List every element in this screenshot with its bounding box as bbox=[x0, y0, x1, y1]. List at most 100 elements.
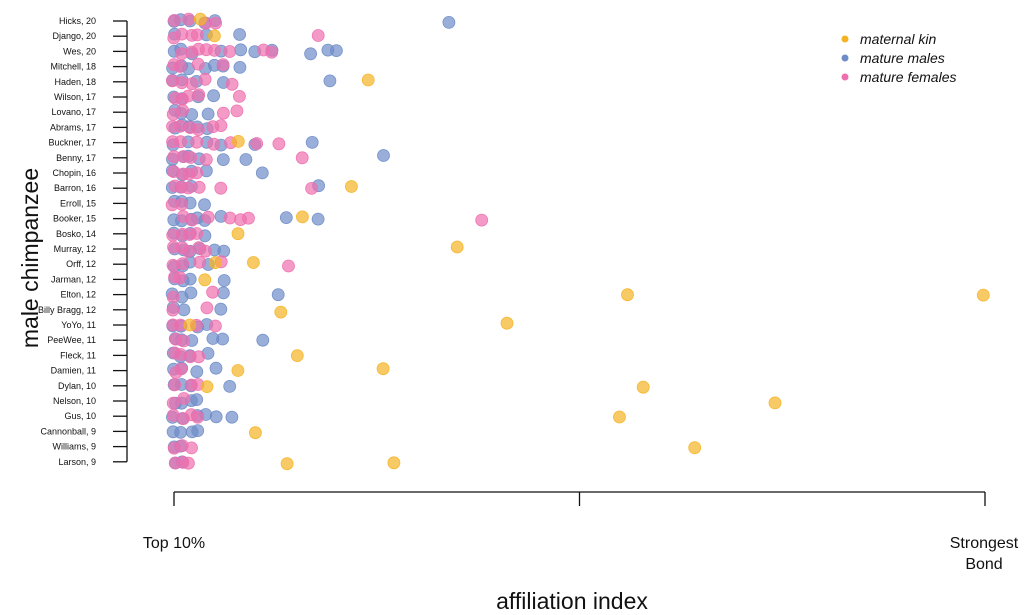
mature-female-point bbox=[174, 362, 188, 376]
mature-male-point bbox=[216, 332, 230, 346]
legend-label: mature males bbox=[860, 50, 945, 66]
y-axis: Hicks, 20 Django, 20 Wes, 20 Mitchell, 18 Ha… bbox=[38, 16, 128, 467]
x-axis: Top 10% Strongest Bond bbox=[143, 491, 1019, 573]
mature-female-point bbox=[198, 72, 212, 86]
mature-male-point bbox=[191, 424, 205, 438]
mature-female-point bbox=[214, 119, 228, 132]
mature-female-point bbox=[272, 137, 286, 151]
y-tick-label: Chopin, 16 bbox=[52, 168, 96, 178]
maternal-kin-point bbox=[274, 305, 288, 319]
x-tick-label: Strongest Bond bbox=[950, 535, 1019, 573]
mature-male-point bbox=[207, 89, 221, 103]
mature-male-point bbox=[329, 44, 343, 57]
mature-male-point bbox=[214, 302, 228, 316]
mature-female-point bbox=[191, 410, 205, 424]
mature-male-point bbox=[255, 166, 269, 180]
mature-female-point bbox=[230, 104, 244, 118]
mature-female-point bbox=[232, 90, 246, 103]
mature-male-point bbox=[217, 274, 231, 287]
y-tick-label: Bosko, 14 bbox=[56, 229, 96, 239]
mature-female-point bbox=[177, 334, 191, 348]
mature-female-point bbox=[185, 77, 199, 91]
maternal-kin-point bbox=[208, 256, 222, 270]
mature-female-point bbox=[192, 180, 206, 194]
y-tick-label: Cannonball, 9 bbox=[40, 426, 96, 436]
mature-female-point bbox=[191, 123, 205, 137]
y-tick-label: Django, 20 bbox=[52, 31, 96, 41]
maternal-kin-point bbox=[361, 73, 375, 87]
y-tick-label: Billy Bragg, 12 bbox=[38, 305, 96, 315]
x-tick-label: Top 10% bbox=[143, 535, 205, 552]
mature-female-point bbox=[265, 45, 279, 59]
maternal-kin-point bbox=[976, 288, 990, 302]
maternal-kin-point bbox=[183, 318, 197, 332]
mature-male-point bbox=[279, 211, 293, 225]
mature-male-point bbox=[233, 28, 247, 41]
mature-female-point bbox=[250, 137, 264, 150]
mature-female-point bbox=[168, 378, 182, 392]
mature-male-point bbox=[323, 74, 337, 88]
mature-female-point bbox=[209, 16, 223, 30]
maternal-kin-point bbox=[193, 12, 207, 26]
mature-male-point bbox=[234, 43, 248, 57]
y-axis-title: male chimpanzee bbox=[17, 168, 43, 348]
mature-female-point bbox=[206, 285, 220, 299]
mature-male-point bbox=[311, 212, 325, 226]
mature-female-point bbox=[176, 104, 189, 117]
mature-male-point bbox=[377, 149, 390, 162]
y-tick-label: Hicks, 20 bbox=[59, 16, 96, 26]
mature-male-point bbox=[216, 286, 230, 300]
mature-female-point bbox=[175, 197, 189, 211]
mature-male-point bbox=[442, 15, 456, 29]
maternal-kin-point bbox=[198, 273, 212, 287]
mature-female-point bbox=[216, 58, 230, 71]
maternal-kin-point bbox=[231, 364, 245, 377]
mature-female-point bbox=[305, 181, 319, 195]
y-tick-label: Buckner, 17 bbox=[48, 138, 96, 148]
mature-female-point bbox=[225, 77, 239, 91]
maternal-kin-point bbox=[290, 349, 304, 363]
mature-female-point bbox=[201, 210, 215, 224]
mature-male-point bbox=[177, 303, 191, 317]
mature-female-point bbox=[214, 181, 228, 195]
mature-female-point bbox=[199, 153, 213, 167]
mature-female-point bbox=[190, 28, 204, 42]
maternal-kin-point bbox=[387, 456, 401, 470]
maternal-kin-point bbox=[688, 441, 702, 455]
maternal-kin-point bbox=[613, 410, 626, 424]
mature-female-point bbox=[311, 29, 325, 42]
maternal-kin-point bbox=[200, 380, 214, 394]
mature-female-point bbox=[223, 211, 237, 225]
mature-female-point bbox=[192, 350, 206, 364]
y-tick-label: Damien, 11 bbox=[51, 366, 96, 376]
mature-female-point bbox=[242, 211, 255, 225]
maternal-kin-point bbox=[376, 362, 390, 376]
mature-female-point bbox=[193, 255, 207, 269]
mature-male-point bbox=[256, 333, 270, 347]
mature-female-point bbox=[207, 137, 221, 151]
mature-male-point bbox=[271, 288, 285, 302]
maternal-kin-point bbox=[231, 227, 245, 241]
mature-male-point bbox=[217, 244, 231, 258]
legend-marker bbox=[841, 54, 849, 62]
y-tick-label: Nelson, 10 bbox=[53, 396, 96, 406]
y-tick-label: Orff, 12 bbox=[66, 259, 96, 269]
y-tick-label: Gus, 10 bbox=[64, 411, 96, 421]
mature-female-point bbox=[198, 244, 212, 258]
mature-female-point bbox=[181, 89, 195, 103]
mature-male-point bbox=[209, 410, 223, 424]
mature-male-point bbox=[225, 410, 239, 424]
mature-female-point bbox=[173, 60, 187, 73]
mature-male-point bbox=[198, 198, 211, 212]
mature-male-point bbox=[239, 153, 253, 166]
mature-female-point bbox=[173, 271, 187, 285]
data-points bbox=[165, 12, 990, 471]
mature-female-point bbox=[200, 301, 214, 315]
maternal-kin-point bbox=[231, 134, 245, 148]
maternal-kin-point bbox=[207, 29, 221, 43]
mature-female-point bbox=[176, 257, 190, 271]
maternal-kin-point bbox=[636, 380, 650, 394]
mature-female-point bbox=[182, 12, 196, 26]
y-tick-label: Haden, 18 bbox=[54, 77, 96, 87]
